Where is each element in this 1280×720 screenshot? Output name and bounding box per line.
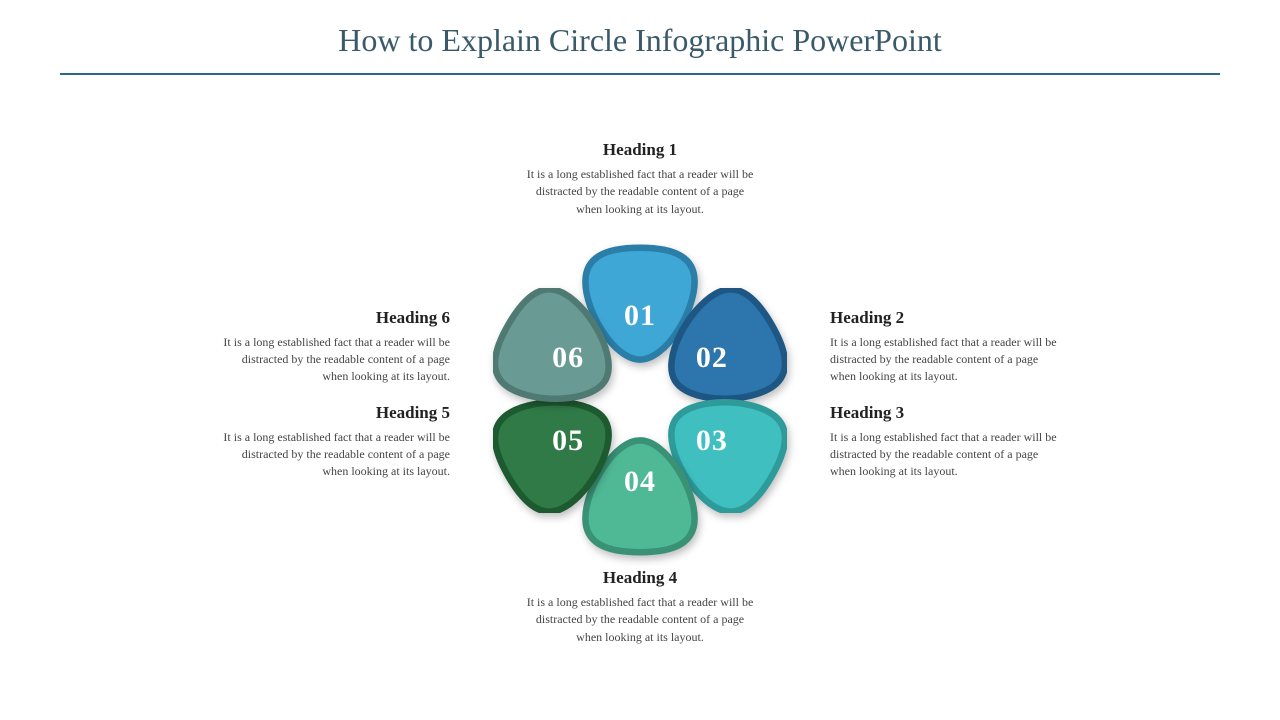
- petal-label-01: Heading 1 It is a long established fact t…: [525, 140, 755, 218]
- petal-desc: It is a long established fact that a rea…: [220, 334, 450, 386]
- petal-label-04: Heading 4 It is a long established fact t…: [525, 568, 755, 646]
- petal-desc: It is a long established fact that a rea…: [830, 334, 1060, 386]
- petal-number: 05: [503, 424, 633, 458]
- petal-number: 02: [647, 341, 777, 375]
- petal-heading: Heading 3: [830, 403, 1060, 423]
- petal-desc: It is a long established fact that a rea…: [220, 429, 450, 481]
- petal-label-05: Heading 5 It is a long established fact t…: [220, 403, 450, 481]
- petal-desc: It is a long established fact that a rea…: [525, 166, 755, 218]
- petal-heading: Heading 5: [220, 403, 450, 423]
- petal-heading: Heading 6: [220, 308, 450, 328]
- petal-heading: Heading 4: [525, 568, 755, 588]
- petal-label-02: Heading 2 It is a long established fact t…: [830, 308, 1060, 386]
- diagram-stage: 01Heading 1It is a long established fact…: [0, 80, 1280, 720]
- page-title: How to Explain Circle Infographic PowerP…: [0, 0, 1280, 59]
- petal-heading: Heading 2: [830, 308, 1060, 328]
- title-rule: [60, 73, 1220, 75]
- petal-06: 06: [493, 288, 623, 418]
- petal-desc: It is a long established fact that a rea…: [525, 594, 755, 646]
- petal-label-06: Heading 6 It is a long established fact t…: [220, 308, 450, 386]
- petal-label-03: Heading 3 It is a long established fact t…: [830, 403, 1060, 481]
- petal-heading: Heading 1: [525, 140, 755, 160]
- petal-number: 06: [503, 341, 633, 375]
- petal-desc: It is a long established fact that a rea…: [830, 429, 1060, 481]
